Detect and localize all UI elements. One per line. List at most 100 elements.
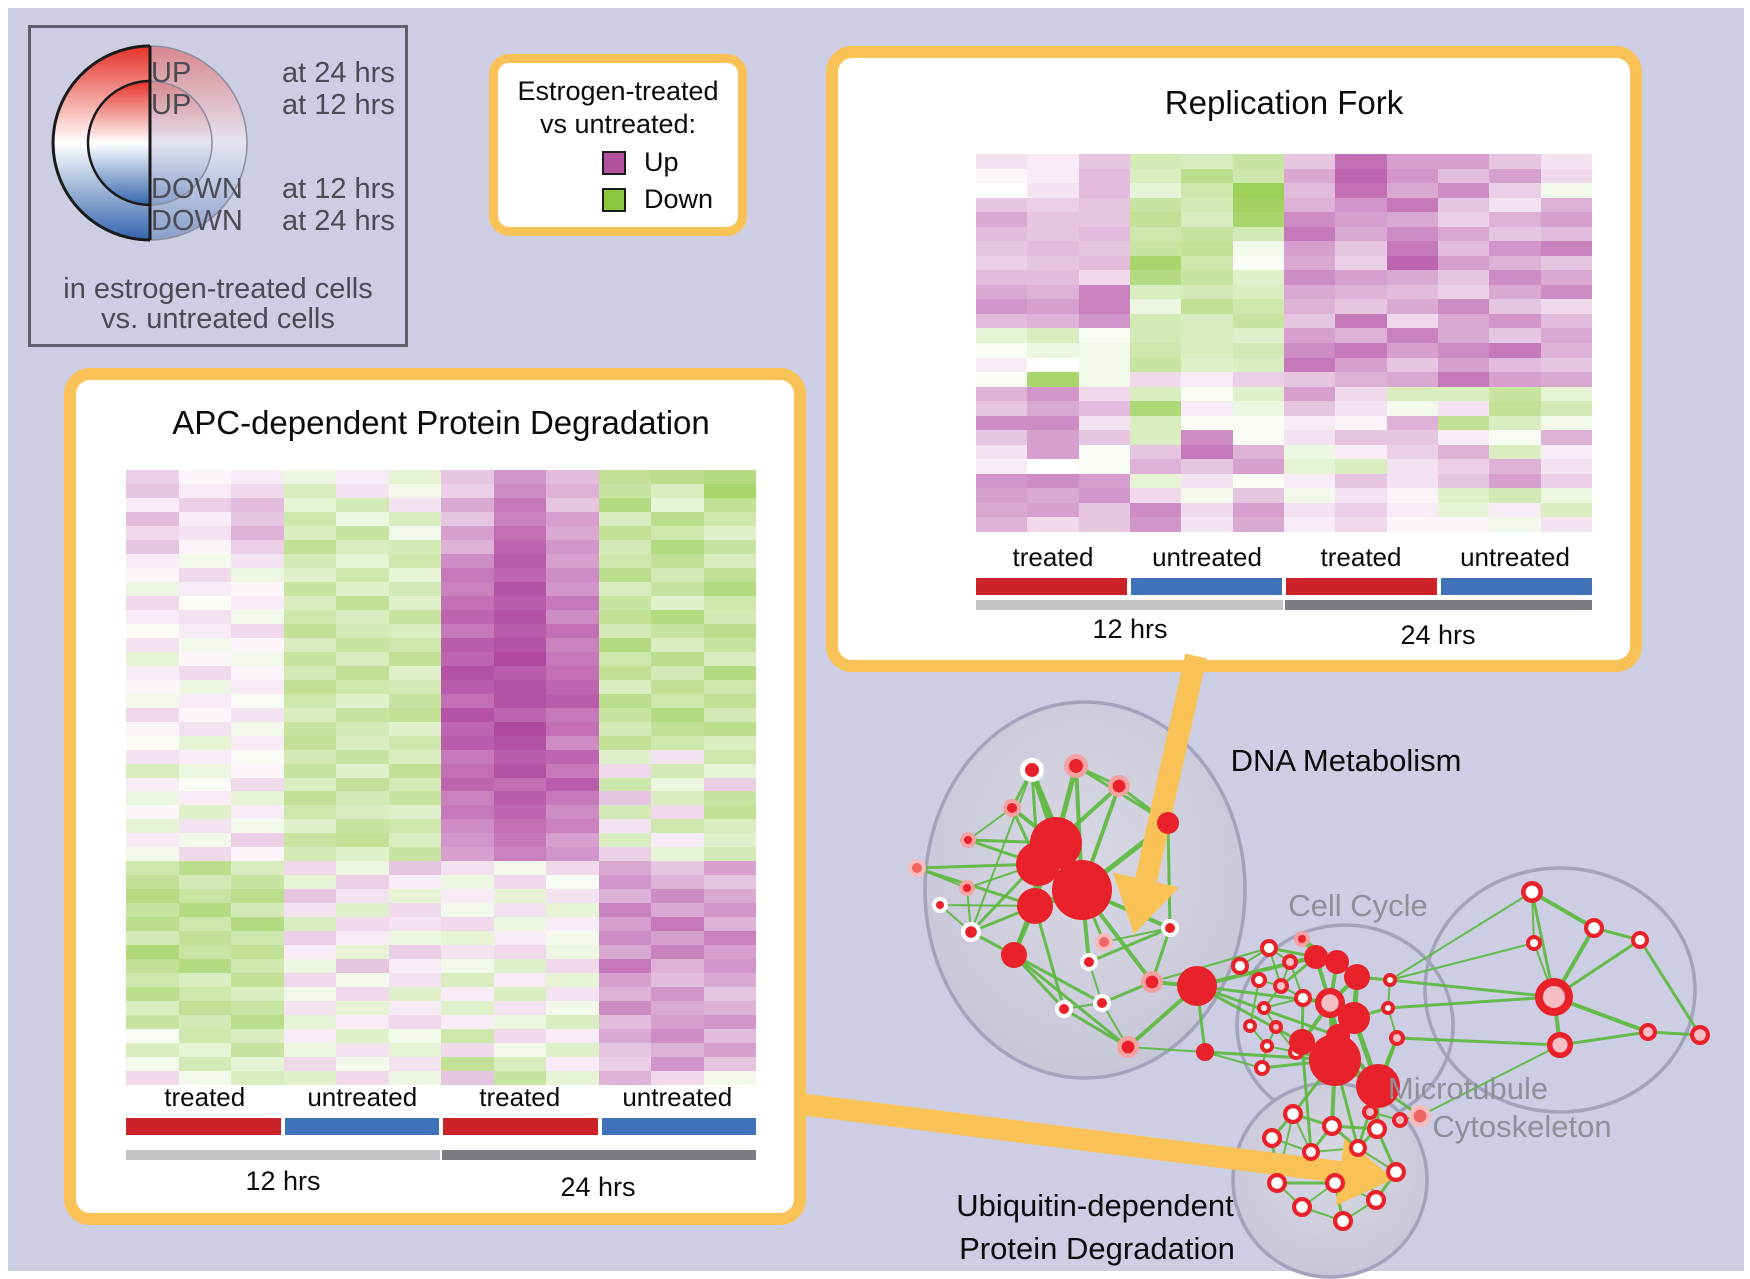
heatmap-cell [441, 819, 494, 834]
heatmap-cell [1129, 357, 1182, 373]
heatmap-cell [283, 903, 336, 918]
heatmap-cell [1437, 270, 1490, 285]
network-node [1366, 1118, 1387, 1139]
heatmap-cell [231, 1057, 284, 1072]
heatmap-cell [1335, 255, 1387, 271]
heatmap-cell [231, 483, 284, 498]
heatmap-cell [546, 889, 599, 904]
heatmap-cell [388, 1015, 441, 1030]
heatmap-cell [178, 819, 231, 834]
heatmap-cell [1283, 168, 1336, 184]
heatmap-cell [441, 567, 494, 582]
heatmap-cell [598, 1071, 651, 1085]
heatmap-cell [336, 1001, 389, 1016]
network-node [1381, 1001, 1395, 1015]
heatmap-cell [1181, 270, 1233, 285]
heatmap-cell [1181, 488, 1233, 503]
heatmap-cell [1283, 255, 1336, 271]
heatmap-cell [178, 833, 231, 848]
heatmap-cell [976, 430, 1028, 445]
heatmap-cell [1540, 255, 1592, 271]
heatmap-cell [546, 679, 599, 694]
heatmap-cell [388, 1057, 441, 1072]
network-node [1157, 812, 1179, 834]
heatmap-cell [598, 1001, 651, 1016]
heatmap-cell [1386, 241, 1438, 256]
network-node [1325, 950, 1349, 974]
apc-panel: APC-dependent Protein Degradation treate… [64, 368, 806, 1225]
cluster-label-microtubule: Microtubule [1387, 1071, 1549, 1106]
heatmap-cell [493, 903, 546, 918]
heatmap-cell [598, 903, 651, 918]
network-edge [967, 807, 1013, 841]
duration-bar-12hrs [126, 1150, 440, 1160]
heatmap-cell [126, 1015, 179, 1030]
heatmap-cell [126, 609, 179, 624]
heatmap-cell [441, 861, 494, 876]
heatmap-cell [1386, 328, 1438, 343]
heatmap-cell [546, 651, 599, 666]
heatmap-cell [493, 679, 546, 694]
heatmap-cell [388, 889, 441, 904]
heatmap-cell [441, 553, 494, 568]
network-edge [1166, 822, 1172, 929]
heatmap-cell [126, 693, 179, 708]
heatmap-cell [441, 959, 494, 974]
heatmap-cell [283, 721, 336, 736]
heatmap-cell [126, 721, 179, 736]
heatmap-cell [1335, 386, 1387, 402]
heatmap-cell [546, 525, 599, 540]
heatmap-cell [493, 875, 546, 890]
heatmap-cell [703, 819, 756, 834]
heatmap-cell [231, 749, 284, 764]
heatmap-cell [1181, 372, 1233, 387]
treatment-bar-treated [443, 1118, 598, 1135]
heatmap-cell [1437, 212, 1490, 227]
heatmap-cell [546, 1029, 599, 1044]
key-row-up: Up [602, 147, 738, 178]
heatmap-cell [283, 861, 336, 876]
heatmap-cell [1129, 168, 1182, 184]
heatmap-cell [1540, 372, 1592, 387]
heatmap-cell [651, 1029, 704, 1044]
heatmap-cell [493, 777, 546, 792]
heatmap-cell [598, 763, 651, 778]
heatmap-cell [1027, 255, 1079, 271]
heatmap-cell [1129, 401, 1182, 416]
heatmap-cell [598, 525, 651, 540]
network-edge [1088, 926, 1171, 964]
heatmap-cell [1129, 343, 1182, 358]
heatmap-cell [1335, 226, 1387, 242]
heatmap-cell [283, 847, 336, 862]
heatmap-cell [976, 183, 1028, 198]
heatmap-cell [1540, 183, 1592, 198]
heatmap-cell [231, 763, 284, 778]
heatmap-cell [1386, 299, 1438, 314]
up-down-ring-diagram [51, 44, 248, 242]
heatmap-cell [1386, 154, 1438, 169]
heatmap-cell [703, 483, 756, 498]
heatmap-cell [703, 1071, 756, 1085]
replication-fork-heatmap [976, 154, 1592, 532]
heatmap-cell [126, 917, 179, 932]
heatmap-cell [1078, 517, 1130, 532]
heatmap-cell [1540, 299, 1592, 314]
heatmap-cell [598, 539, 651, 554]
heatmap-cell [976, 401, 1028, 416]
heatmap-cell [388, 525, 441, 540]
heatmap-cell [283, 763, 336, 778]
heatmap-cell [546, 497, 599, 512]
network-node [1117, 1036, 1140, 1059]
heatmap-cell [703, 707, 756, 722]
heatmap-cell [703, 1015, 756, 1030]
heatmap-cell [388, 791, 441, 806]
heatmap-cell [493, 595, 546, 610]
heatmap-cell [388, 497, 441, 512]
heatmap-cell [1232, 459, 1284, 474]
group-label-untreated: untreated [1460, 542, 1570, 572]
heatmap-cell [1386, 488, 1438, 503]
heatmap-cell [178, 875, 231, 890]
heatmap-cell [651, 525, 704, 540]
heatmap-cell [1386, 473, 1438, 489]
heatmap-cell [178, 1043, 231, 1058]
